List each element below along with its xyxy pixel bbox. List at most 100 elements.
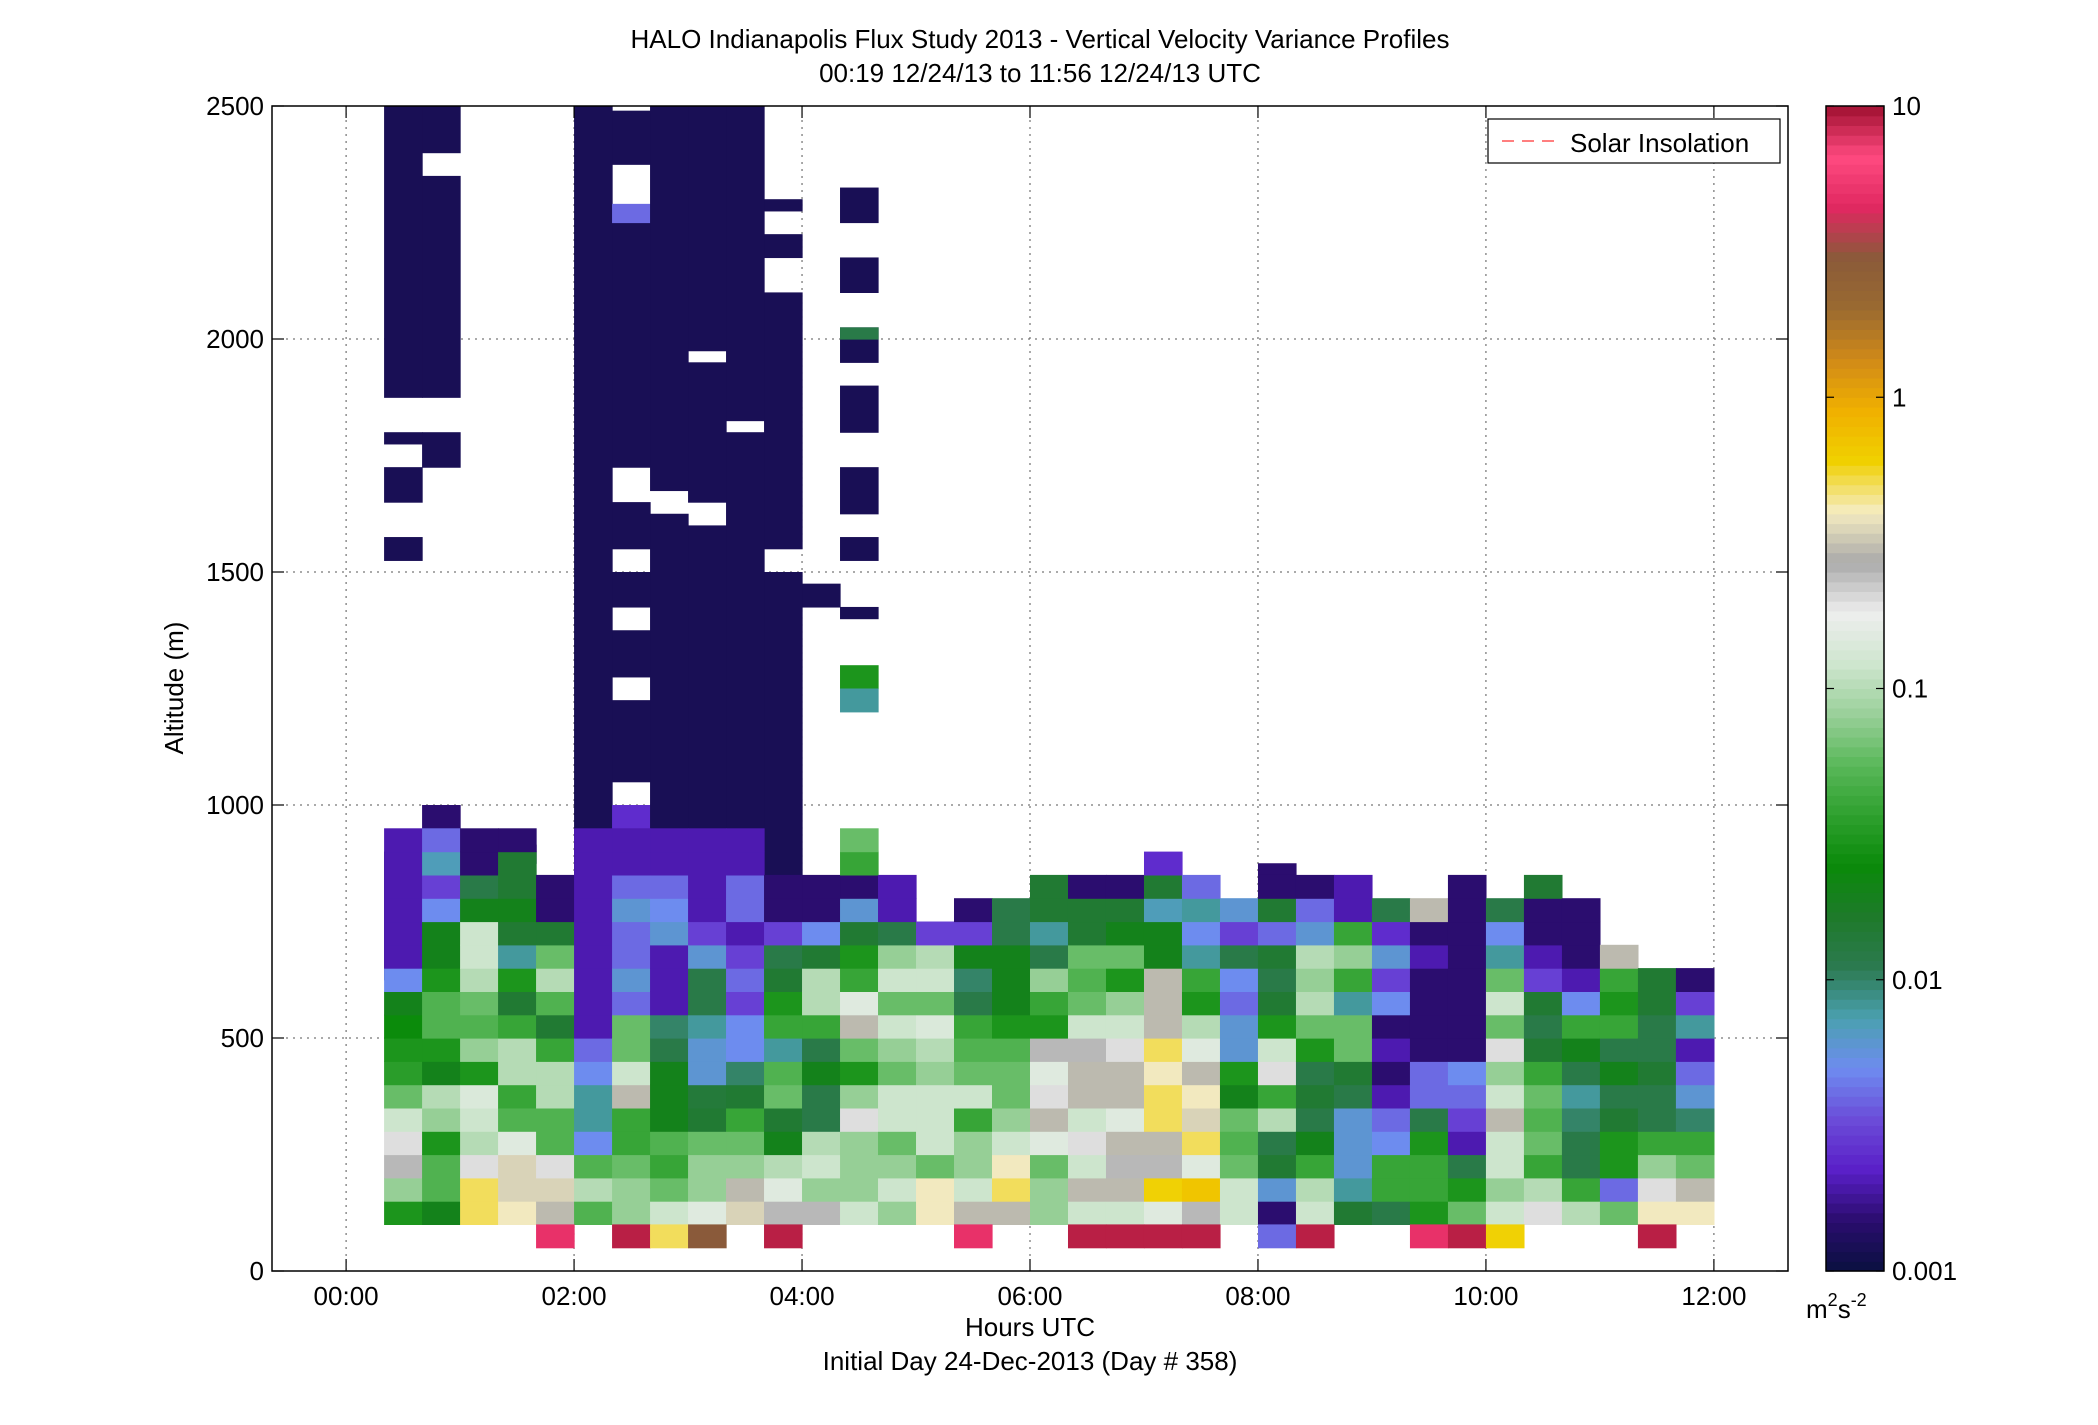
heatmap-cell xyxy=(498,1061,537,1086)
heatmap-cell xyxy=(1030,944,1069,969)
colorbar-segment xyxy=(1826,562,1884,573)
heatmap-cell xyxy=(1409,1224,1449,1249)
heatmap-cell xyxy=(1219,1201,1259,1225)
heatmap-cell xyxy=(536,944,575,969)
heatmap-cell xyxy=(726,944,765,969)
heatmap-cell xyxy=(764,1177,803,1202)
heatmap-cell xyxy=(1561,1014,1601,1039)
heatmap-cell xyxy=(650,921,689,946)
heatmap-cell xyxy=(612,1201,651,1225)
heatmap-cell xyxy=(384,921,423,946)
heatmap-cell xyxy=(1257,1177,1297,1202)
heatmap-cell xyxy=(1637,1084,1677,1109)
heatmap-cell xyxy=(498,898,537,923)
heatmap-cell xyxy=(574,944,613,969)
heatmap-cell xyxy=(1143,991,1183,1016)
heatmap-cell xyxy=(688,921,727,946)
heatmap-cell xyxy=(1143,851,1183,876)
heatmap-cell xyxy=(1599,1038,1639,1062)
heatmap-cell xyxy=(536,1107,575,1132)
heatmap-cell xyxy=(954,1084,993,1109)
colorbar-segment xyxy=(1826,882,1884,893)
heatmap-cell xyxy=(878,1107,917,1132)
heatmap-cell xyxy=(422,851,461,876)
heatmap-cell xyxy=(384,1014,423,1039)
colorbar-segment xyxy=(1826,639,1884,651)
heatmap-cell xyxy=(916,1014,955,1039)
heatmap-cell xyxy=(1067,991,1107,1016)
colorbar-segment xyxy=(1826,484,1884,495)
heatmap-cell xyxy=(954,1107,993,1132)
heatmap-cell xyxy=(498,1131,537,1156)
heatmap-cell xyxy=(460,1061,499,1086)
heatmap-cell xyxy=(1333,1061,1373,1086)
heatmap-cell xyxy=(764,1224,803,1249)
colorbar-segment xyxy=(1826,678,1884,690)
heatmap-cell xyxy=(536,991,575,1016)
colorbar-segment xyxy=(1826,872,1884,884)
heatmap-cell xyxy=(878,1154,917,1179)
heatmap-cell xyxy=(1675,1201,1715,1225)
heatmap-cell xyxy=(1105,1061,1145,1086)
heatmap-cell xyxy=(878,921,917,946)
colorbar-tick-label: 0.001 xyxy=(1892,1256,1957,1286)
heatmap-cell xyxy=(612,968,651,992)
heatmap-cell xyxy=(1333,1201,1373,1225)
heatmap-cell xyxy=(1485,991,1525,1016)
heatmap-cell xyxy=(1485,1107,1525,1132)
heatmap-cell xyxy=(1371,1201,1411,1225)
heatmap-cell xyxy=(840,991,879,1016)
heatmap-cell xyxy=(1181,1061,1221,1086)
colorbar-segment xyxy=(1826,1232,1884,1243)
heatmap-cell xyxy=(574,1131,613,1156)
heatmap-cell xyxy=(916,1061,955,1086)
heatmap-cell xyxy=(536,1131,575,1156)
heatmap-cell xyxy=(1561,991,1601,1016)
heatmap-cell xyxy=(1219,1107,1259,1132)
colorbar-segment xyxy=(1826,669,1884,680)
colorbar-segment xyxy=(1826,591,1884,602)
heatmap-cell xyxy=(1143,1107,1183,1132)
colorbar-segment xyxy=(1826,1144,1884,1156)
heatmap-cell xyxy=(688,898,727,923)
heatmap-cell xyxy=(1371,1038,1411,1062)
heatmap-cell xyxy=(1181,1084,1221,1109)
heatmap-cell xyxy=(1333,874,1373,899)
heatmap-cell xyxy=(612,874,651,899)
x-axis-label: Hours UTC xyxy=(965,1312,1095,1342)
x-tick-label: 08:00 xyxy=(1225,1281,1290,1311)
colorbar-segment xyxy=(1826,1028,1884,1039)
heatmap-cell xyxy=(498,991,537,1016)
y-tick-label: 1500 xyxy=(206,557,264,587)
colorbar-ticks: 0.001 0.01 0.1 1 10 xyxy=(1826,91,1957,1286)
heatmap-cell xyxy=(1295,1177,1335,1202)
heatmap-cell xyxy=(1447,1224,1487,1249)
heatmap-cell xyxy=(1030,1201,1069,1225)
heatmap-cell xyxy=(1257,1107,1297,1132)
heatmap-cell xyxy=(498,828,537,853)
heatmap-cell xyxy=(384,1084,423,1109)
heatmap-cell xyxy=(764,1038,803,1062)
heatmap-cell xyxy=(1485,968,1525,992)
heatmap-cell xyxy=(1523,991,1563,1016)
heatmap-cell xyxy=(574,991,613,1016)
heatmap-cell xyxy=(1333,1014,1373,1039)
heatmap-cell xyxy=(384,828,423,853)
colorbar-segment xyxy=(1826,620,1884,631)
heatmap-cell xyxy=(688,851,727,876)
heatmap-cell xyxy=(878,1014,917,1039)
heatmap-cell xyxy=(1523,898,1563,923)
heatmap-cell xyxy=(422,921,461,946)
heatmap-cell xyxy=(1181,1177,1221,1202)
heatmap-cell xyxy=(650,1201,689,1225)
heatmap-cell xyxy=(650,968,689,992)
colorbar-tick-label: 0.01 xyxy=(1892,965,1943,995)
heatmap-cell xyxy=(1371,1084,1411,1109)
heatmap-cell xyxy=(460,851,499,876)
colorbar-segment xyxy=(1826,834,1884,845)
heatmap-cell xyxy=(650,1224,689,1249)
heatmap-cell xyxy=(1219,1084,1259,1109)
heatmap-cell xyxy=(498,1038,537,1062)
heatmap-cell xyxy=(1447,968,1487,992)
